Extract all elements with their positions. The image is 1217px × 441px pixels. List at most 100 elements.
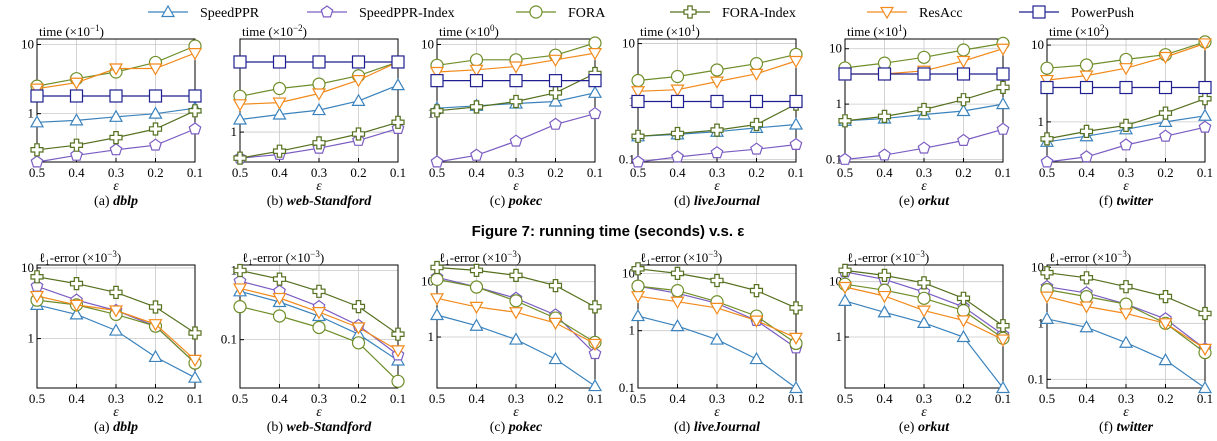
panel-caption-prefix: (d) (674, 194, 694, 209)
data-point (391, 115, 405, 129)
panel-caption: (c) pokec (490, 420, 543, 435)
data-point (508, 307, 524, 320)
series-resacc (29, 290, 203, 368)
data-point (429, 66, 445, 80)
data-point (109, 143, 123, 156)
series-fora (233, 300, 405, 388)
legend-item-speedppr: SpeedPPR (148, 4, 260, 21)
x-tick-label: 0.3 (1118, 165, 1134, 180)
data-point (430, 155, 444, 168)
series-resacc (232, 283, 406, 358)
data-point (995, 96, 1011, 110)
data-point (351, 336, 366, 350)
data-point (671, 150, 684, 163)
data-point (670, 318, 685, 332)
legend-label: FORA (568, 6, 606, 21)
data-point (272, 144, 287, 158)
data-point (548, 317, 563, 331)
x-tick-label: 0.2 (547, 391, 563, 406)
data-point (789, 94, 803, 109)
data-point (272, 309, 287, 323)
data-point (956, 304, 971, 318)
panel-caption-dataset: liveJournal (694, 194, 760, 209)
data-point (29, 115, 45, 128)
data-point (69, 307, 84, 320)
panel-caption-prefix: (d) (674, 420, 694, 435)
data-point (1158, 352, 1173, 366)
data-point (670, 94, 685, 109)
data-point (877, 290, 892, 304)
x-tick-label: 0.4 (1078, 391, 1095, 406)
data-point (508, 332, 524, 345)
data-point (749, 351, 764, 365)
figure-caption: Figure 7: running time (seconds) v.s. ε (472, 223, 745, 240)
data-point (30, 270, 44, 284)
panel-title: ℓ₁-error (×10−3) (640, 249, 722, 265)
panel-title-exponent: 2 (1100, 23, 1105, 33)
series-resacc (837, 281, 1011, 347)
series-resacc (630, 291, 804, 346)
x-tick-label: 0.4 (1078, 165, 1095, 180)
data-point (1158, 318, 1173, 331)
legend-marker (1032, 5, 1046, 19)
series-fora-index (30, 104, 202, 157)
data-point (838, 67, 852, 81)
series-fora-index (631, 97, 803, 143)
data-point (1197, 38, 1213, 51)
data-point (29, 290, 45, 304)
x-tick-label: 0.1 (1197, 391, 1213, 406)
data-point (710, 94, 724, 109)
series-speedppr (232, 77, 406, 125)
data-point (588, 346, 602, 360)
data-point (311, 88, 327, 101)
x-tick-label: 0.4 (669, 165, 686, 180)
legend-item-fora-index: FORA-Index (670, 5, 796, 21)
series-fora-index (631, 262, 803, 315)
data-point (587, 48, 603, 61)
data-point (1118, 308, 1134, 321)
data-point (1198, 120, 1212, 133)
y-tick-label: 1 (231, 124, 238, 139)
data-point (1079, 290, 1094, 304)
data-point (749, 68, 764, 82)
series-fora-index (838, 80, 1010, 128)
legend-label: SpeedPPR-Index (359, 6, 455, 21)
data-point (749, 94, 764, 109)
data-point (996, 80, 1010, 95)
y-tick-label: 0.1 (826, 151, 842, 166)
data-point (1079, 80, 1094, 95)
panel-caption-prefix: (b) (267, 420, 287, 435)
data-point (312, 320, 326, 335)
data-point (788, 380, 804, 394)
panel-caption: (d) liveJournal (674, 194, 760, 209)
data-point (838, 263, 852, 277)
data-point (430, 272, 444, 286)
series-speedppr-index (30, 122, 202, 168)
panel-caption-dataset: twitter (1116, 420, 1153, 435)
x-tick-label: 0.5 (29, 165, 45, 180)
series-resacc (1039, 291, 1213, 357)
data-point (1039, 291, 1055, 304)
data-point (1119, 118, 1133, 132)
panel-title-close: ) (696, 24, 700, 39)
data-point (630, 291, 646, 304)
data-point (1040, 80, 1054, 95)
series-fora-index (1040, 266, 1212, 321)
data-point (1158, 106, 1173, 120)
data-point (351, 55, 366, 69)
data-point (312, 284, 326, 298)
data-point (272, 97, 287, 110)
series-speedppr-index (631, 137, 803, 168)
data-point (430, 104, 444, 118)
data-point (312, 77, 326, 91)
data-point (148, 319, 163, 332)
series-speedppr (837, 293, 1011, 394)
panel-title-exponent: −3 (1117, 249, 1127, 259)
data-point (1158, 114, 1173, 127)
y-tick-label: 0.1 (1028, 371, 1044, 386)
panel-1-twitter: 0.5 0.4 0.3 0.2 0.1 ε 1 10 time (×102) (f) twitte… (1031, 23, 1213, 209)
panel-title: ℓ₁-error (×10−3) (242, 249, 324, 265)
legend-label: PowerPush (1071, 6, 1134, 21)
data-point (391, 327, 405, 341)
